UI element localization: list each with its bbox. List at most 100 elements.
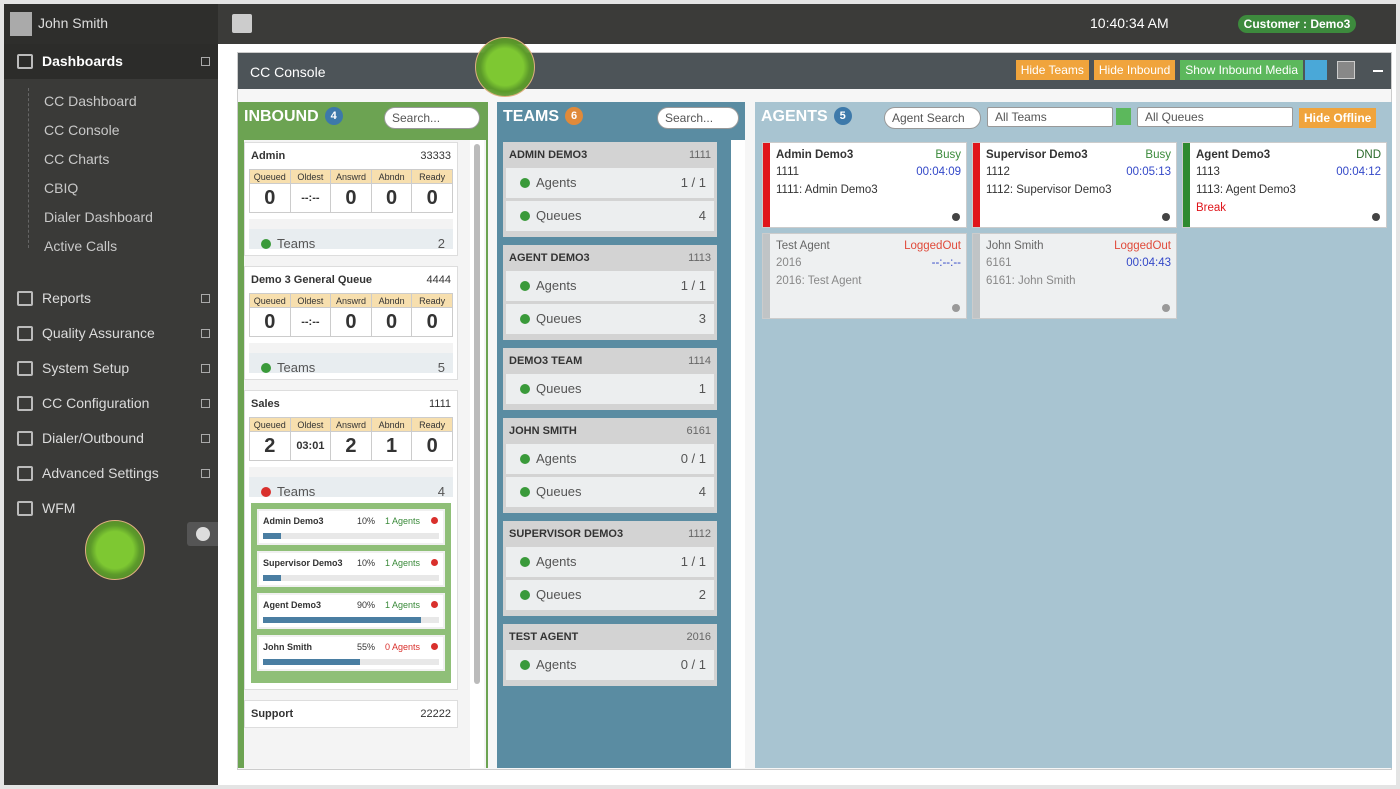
- settings-icon[interactable]: [1372, 213, 1380, 221]
- agent-status: LoggedOut: [1114, 240, 1171, 252]
- stat: Abndn 1: [371, 418, 413, 460]
- team-filter[interactable]: All Teams: [987, 107, 1113, 127]
- menu-item[interactable]: WFM: [4, 491, 218, 526]
- popout-button[interactable]: [1305, 60, 1327, 80]
- team-stat-row[interactable]: Queues 1: [506, 374, 714, 404]
- teams-toggle-label: Teams: [261, 477, 315, 499]
- teams-toggle[interactable]: Teams 5: [249, 343, 453, 375]
- stat-header: Oldest: [290, 294, 331, 308]
- color-button[interactable]: [1337, 61, 1355, 79]
- remove-team[interactable]: [431, 559, 438, 566]
- queue-card: Admin 33333 Queued 0 Oldest --:-- Answrd 0 Abndn…: [244, 142, 458, 256]
- inbound-search[interactable]: Search...: [384, 107, 480, 129]
- teams-search[interactable]: Search...: [657, 107, 739, 129]
- remove-team[interactable]: [431, 517, 438, 524]
- menu-item[interactable]: Advanced Settings: [4, 456, 218, 491]
- menu-item[interactable]: CC Configuration: [4, 386, 218, 421]
- expand-toggle[interactable]: [201, 57, 210, 66]
- menu-item[interactable]: System Setup: [4, 351, 218, 386]
- stat: Oldest --:--: [290, 170, 332, 212]
- agent-card[interactable]: Test Agent LoggedOut 2016 --:--:-- 2016: Tes…: [762, 233, 967, 319]
- queue-id: 4444: [426, 274, 451, 286]
- stat-header: Abndn: [371, 294, 412, 308]
- inbound-count: 4: [324, 107, 343, 125]
- team-stat-name: Agents: [536, 657, 577, 672]
- agent-search[interactable]: Agent Search: [884, 107, 981, 129]
- agent-line: 6161: John Smith: [986, 275, 1076, 287]
- teams-label: Teams: [277, 360, 316, 375]
- minimize-button[interactable]: [1373, 70, 1383, 72]
- team-percent: 10%: [357, 558, 376, 568]
- agent-ext: 2016: [776, 257, 802, 269]
- team-stat-row[interactable]: Queues 3: [506, 304, 714, 334]
- team-stat-row[interactable]: Agents 0 / 1: [506, 444, 714, 474]
- team-stat-name: Agents: [536, 278, 577, 293]
- settings-icon[interactable]: [1162, 304, 1170, 312]
- team-stat-row[interactable]: Queues 2: [506, 580, 714, 610]
- team-name: Admin Demo3: [263, 516, 324, 526]
- hide-offline-button[interactable]: Hide Offline: [1299, 108, 1377, 128]
- queue-filter[interactable]: All Queues: [1137, 107, 1293, 127]
- submenu-item[interactable]: CBIQ: [44, 180, 79, 196]
- queue-name: Demo 3 General Queue: [251, 274, 373, 286]
- team-stat-row[interactable]: Queues 4: [506, 201, 714, 231]
- remove-team[interactable]: [431, 643, 438, 650]
- team-stat-row[interactable]: Agents 1 / 1: [506, 168, 714, 198]
- agent-card[interactable]: Admin Demo3 Busy 1111 00:04:09 1111: Admin D…: [762, 142, 967, 228]
- agent-timer: 00:04:12: [1336, 166, 1381, 178]
- team-name: DEMO3 TEAM: [509, 355, 583, 367]
- console-button[interactable]: Hide Teams: [1015, 60, 1089, 80]
- team-stat-row[interactable]: Agents 1 / 1: [506, 271, 714, 301]
- expand-toggle[interactable]: [201, 399, 210, 408]
- submenu-item[interactable]: Dialer Dashboard: [44, 209, 153, 225]
- state-bar: [973, 234, 980, 318]
- state-bar: [763, 234, 770, 318]
- user-bar[interactable]: John Smith: [4, 4, 218, 44]
- collapse-button[interactable]: [187, 522, 218, 546]
- team-card: AGENT DEMO3 1113 Agents 1 / 1 Queues 3: [503, 245, 717, 340]
- submenu-item[interactable]: CC Charts: [44, 151, 110, 167]
- submenu-item[interactable]: Active Calls: [44, 238, 118, 254]
- menu-item[interactable]: Quality Assurance: [4, 316, 218, 351]
- menu-item[interactable]: Dialer/Outbound: [4, 421, 218, 456]
- remove-team[interactable]: [431, 601, 438, 608]
- console-buttons: Hide Teams Hide Inbound Show Inbound Media: [1011, 60, 1303, 80]
- refresh-button[interactable]: [232, 14, 252, 33]
- save-filter[interactable]: [1116, 108, 1131, 125]
- progress-bar: [263, 575, 281, 581]
- settings-icon[interactable]: [952, 213, 960, 221]
- top-bar: 10:40:34 AM Customer : Demo3: [218, 4, 1396, 44]
- agent-card[interactable]: Supervisor Demo3 Busy 1112 00:05:13 1112: Su…: [972, 142, 1177, 228]
- expand-toggle[interactable]: [201, 469, 210, 478]
- stat-header: Abndn: [371, 170, 412, 184]
- expand-toggle[interactable]: [201, 434, 210, 443]
- team-stat-row[interactable]: Agents 1 / 1: [506, 547, 714, 577]
- agent-card[interactable]: John Smith LoggedOut 6161 00:04:43 6161: Joh…: [972, 233, 1177, 319]
- team-stat-row[interactable]: Queues 4: [506, 477, 714, 507]
- stat: Oldest 03:01: [290, 418, 332, 460]
- settings-icon[interactable]: [1162, 213, 1170, 221]
- expand-toggle[interactable]: [201, 329, 210, 338]
- expand-toggle[interactable]: [201, 294, 210, 303]
- team-stat-label: Queues: [520, 374, 582, 404]
- stat-value: 0: [386, 187, 398, 209]
- progress-track: [263, 575, 439, 581]
- teams-toggle-label: Teams: [261, 229, 315, 251]
- menu-item[interactable]: Dashboards: [4, 44, 218, 79]
- inbound-list-wrap: Admin 33333 Queued 0 Oldest --:-- Answrd 0 Abndn…: [244, 140, 486, 768]
- team-stat-name: Queues: [536, 587, 582, 602]
- console-button[interactable]: Hide Inbound: [1093, 60, 1176, 80]
- submenu-item[interactable]: CC Console: [44, 122, 120, 138]
- sidebar: John Smith Dashboards CC Dashboard CC Cons…: [4, 4, 218, 785]
- expand-toggle[interactable]: [201, 364, 210, 373]
- submenu-item[interactable]: CC Dashboard: [44, 93, 137, 109]
- settings-icon[interactable]: [952, 304, 960, 312]
- agent-card[interactable]: Agent Demo3 DND 1113 00:04:12 1113: Agent De…: [1182, 142, 1387, 228]
- menu-item[interactable]: Reports: [4, 281, 218, 316]
- teams-toggle[interactable]: Teams 2: [249, 219, 453, 251]
- agent-timer: 00:04:09: [916, 166, 961, 178]
- teams-toggle[interactable]: Teams 4: [249, 467, 453, 499]
- team-stat-row[interactable]: Agents 0 / 1: [506, 650, 714, 680]
- console-button[interactable]: Show Inbound Media: [1180, 60, 1303, 80]
